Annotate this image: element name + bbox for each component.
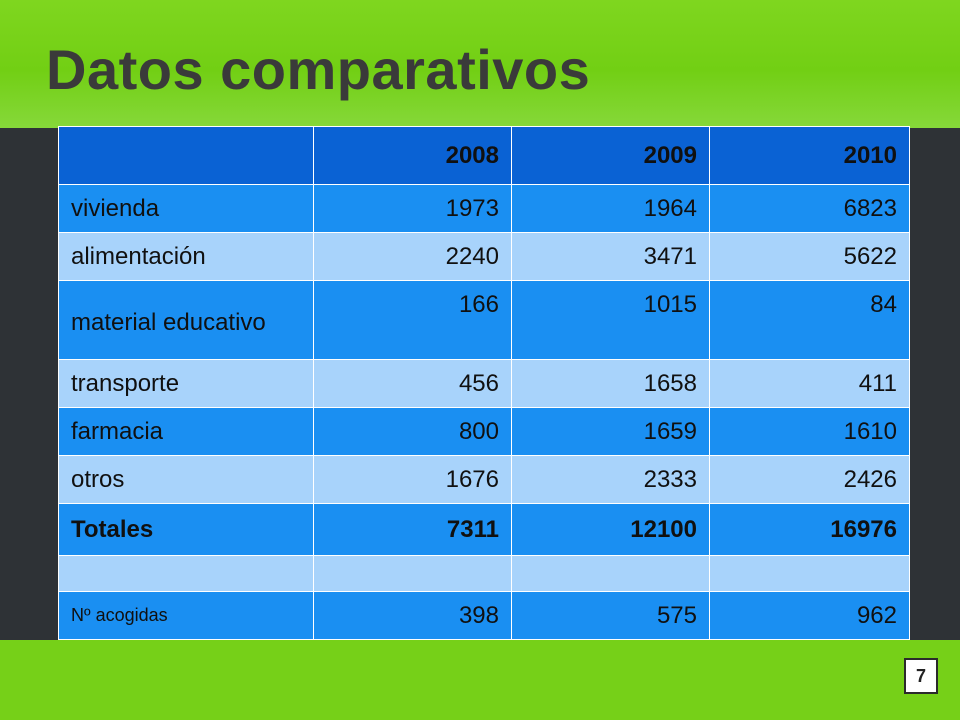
- top-green-band: [0, 0, 960, 128]
- cell-value: 1610: [709, 407, 910, 456]
- header-cell-empty: [58, 126, 314, 185]
- table-row: vivienda 1973 1964 6823: [58, 184, 910, 233]
- cell-value: 800: [313, 407, 512, 456]
- cell-value: [511, 555, 710, 592]
- cell-value: 1658: [511, 359, 710, 408]
- row-label: Totales: [58, 503, 314, 556]
- row-label: vivienda: [58, 184, 314, 233]
- table-row: farmacia 800 1659 1610: [58, 407, 910, 456]
- header-cell-2008: 2008: [313, 126, 512, 185]
- comparison-table: 2008 2009 2010 vivienda 1973 1964 6823 a…: [58, 126, 910, 640]
- cell-value: [709, 555, 910, 592]
- table-row: alimentación 2240 3471 5622: [58, 232, 910, 281]
- header-cell-2009: 2009: [511, 126, 710, 185]
- cell-value: 456: [313, 359, 512, 408]
- row-label: alimentación: [58, 232, 314, 281]
- cell-value: 7311: [313, 503, 512, 556]
- cell-value: [313, 555, 512, 592]
- slide-title: Datos comparativos: [46, 38, 591, 101]
- cell-value: 2240: [313, 232, 512, 281]
- cell-value: 411: [709, 359, 910, 408]
- cell-value: 16976: [709, 503, 910, 556]
- empty-row: [58, 555, 910, 592]
- cell-value: 1659: [511, 407, 710, 456]
- cell-value: 1676: [313, 455, 512, 504]
- table-row: Nº acogidas 398 575 962: [58, 591, 910, 640]
- row-label: otros: [58, 455, 314, 504]
- cell-value: 5622: [709, 232, 910, 281]
- cell-value: 1973: [313, 184, 512, 233]
- row-label: farmacia: [58, 407, 314, 456]
- cell-value: 6823: [709, 184, 910, 233]
- row-label: Nº acogidas: [58, 591, 314, 640]
- row-label: transporte: [58, 359, 314, 408]
- cell-value: 2333: [511, 455, 710, 504]
- table-row: otros 1676 2333 2426: [58, 455, 910, 504]
- cell-value: 1015: [511, 280, 710, 360]
- cell-value: 962: [709, 591, 910, 640]
- cell-value: 1964: [511, 184, 710, 233]
- page-number-badge: 7: [904, 658, 938, 694]
- cell-value: 3471: [511, 232, 710, 281]
- header-cell-2010: 2010: [709, 126, 910, 185]
- row-label: [58, 555, 314, 592]
- cell-value: 2426: [709, 455, 910, 504]
- bottom-green-band: [0, 640, 960, 720]
- cell-value: 12100: [511, 503, 710, 556]
- row-label: material educativo: [58, 280, 314, 360]
- cell-value: 84: [709, 280, 910, 360]
- table-header-row: 2008 2009 2010: [58, 126, 910, 185]
- table-row: transporte 456 1658 411: [58, 359, 910, 408]
- cell-value: 575: [511, 591, 710, 640]
- cell-value: 166: [313, 280, 512, 360]
- table-row: material educativo 166 1015 84: [58, 280, 910, 360]
- cell-value: 398: [313, 591, 512, 640]
- totals-row: Totales 7311 12100 16976: [58, 503, 910, 556]
